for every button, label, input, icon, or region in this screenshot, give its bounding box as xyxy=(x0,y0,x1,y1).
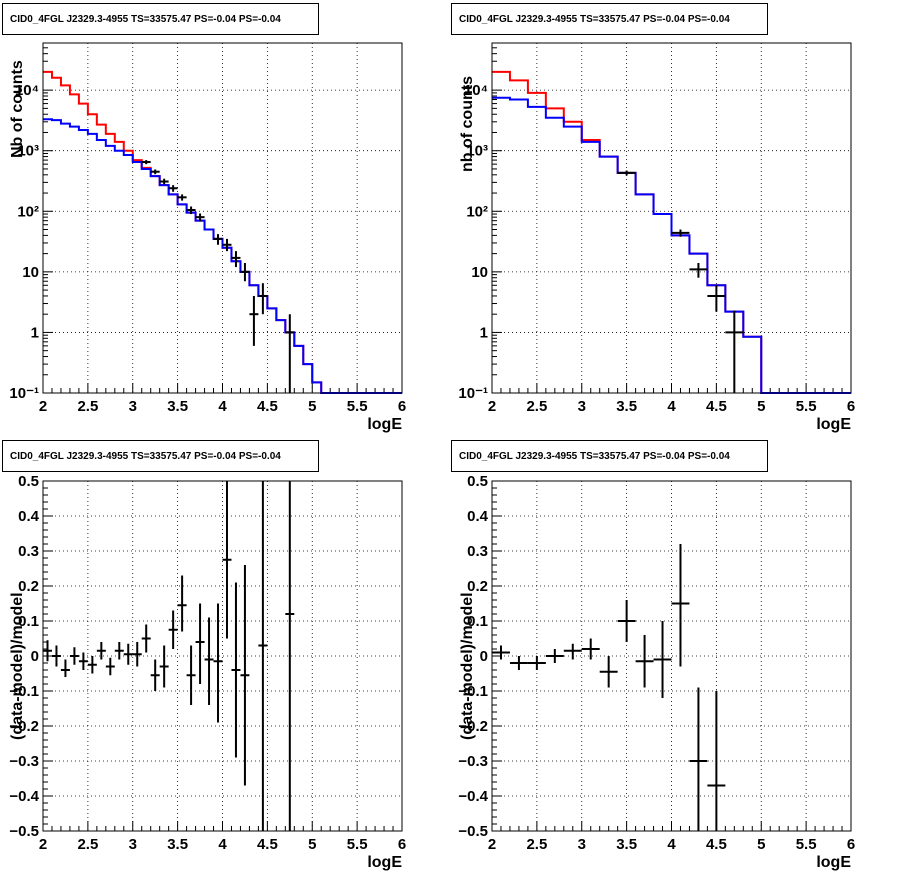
x-tick-label: 2.5 xyxy=(77,398,98,415)
x-tick-label: 6 xyxy=(398,398,406,415)
y-tick-label: 1 xyxy=(480,324,488,341)
x-tick-label: 6 xyxy=(847,398,855,415)
x-tick-label: 5 xyxy=(308,836,316,853)
chart-title: CID0_4FGL J2329.3-4955 TS=33575.47 PS=-0… xyxy=(459,451,730,462)
x-tick-label: 6 xyxy=(398,836,406,853)
x-tick-label: 3 xyxy=(578,398,586,415)
x-tick-label: 2.5 xyxy=(77,836,98,853)
x-tick-label: 3 xyxy=(129,836,137,853)
x-axis-label: logE xyxy=(367,416,402,433)
x-axis-label: logE xyxy=(816,854,851,871)
x-tick-label: 2 xyxy=(488,398,496,415)
chart-panel-2: CID0_4FGL J2329.3-4955 TS=33575.47 PS=-0… xyxy=(451,3,855,433)
y-tick-label: −0.4 xyxy=(9,788,39,805)
x-tick-label: 4 xyxy=(218,398,227,415)
y-tick-label: 0.1 xyxy=(467,613,488,630)
title-box xyxy=(2,440,319,472)
x-tick-label: 2 xyxy=(39,398,47,415)
y-tick-label: 0.2 xyxy=(467,578,488,595)
y-axis-label: nb of counts xyxy=(459,76,476,172)
x-tick-label: 5 xyxy=(757,836,765,853)
x-tick-label: 4.5 xyxy=(706,836,727,853)
series-line-blue xyxy=(43,118,402,394)
y-axis-label: Nb of counts xyxy=(9,60,26,158)
y-tick-label: −0.1 xyxy=(458,683,488,700)
x-tick-label: 4 xyxy=(667,398,676,415)
y-tick-label: 10 xyxy=(22,264,39,281)
chart-title: CID0_4FGL J2329.3-4955 TS=33575.47 PS=-0… xyxy=(10,451,281,462)
x-tick-label: 4.5 xyxy=(257,398,278,415)
x-tick-label: 5.5 xyxy=(796,398,817,415)
series-line-red xyxy=(43,70,402,394)
y-tick-label: 0.5 xyxy=(467,473,488,490)
x-tick-label: 3.5 xyxy=(167,836,188,853)
x-tick-label: 2 xyxy=(39,836,47,853)
plot-frame xyxy=(491,42,852,394)
series-line-blue xyxy=(492,96,851,394)
title-box xyxy=(2,3,319,35)
plot-frame xyxy=(491,480,852,832)
y-tick-label: 0.5 xyxy=(18,473,39,490)
chart-panel-1: CID0_4FGL J2329.3-4955 TS=33575.47 PS=-0… xyxy=(2,3,406,433)
y-tick-label: −0.2 xyxy=(9,718,39,735)
x-axis-label: logE xyxy=(816,416,851,433)
y-tick-label: 10³ xyxy=(466,143,488,160)
x-tick-label: 3.5 xyxy=(167,398,188,415)
chart-panel-4: CID0_4FGL J2329.3-4955 TS=33575.47 PS=-0… xyxy=(451,440,855,871)
title-box xyxy=(451,3,768,35)
x-tick-label: 4.5 xyxy=(706,398,727,415)
plot-frame xyxy=(42,42,403,394)
x-tick-label: 6 xyxy=(847,836,855,853)
title-box xyxy=(451,440,768,472)
chart-title: CID0_4FGL J2329.3-4955 TS=33575.47 PS=-0… xyxy=(459,14,730,25)
x-tick-label: 5 xyxy=(757,398,765,415)
y-tick-label: 10² xyxy=(466,203,488,220)
x-tick-label: 4 xyxy=(667,836,676,853)
y-tick-label: 0.4 xyxy=(18,508,40,525)
x-tick-label: 4 xyxy=(218,836,227,853)
y-tick-label: −0.5 xyxy=(458,823,488,840)
chart-panel-3: CID0_4FGL J2329.3-4955 TS=33575.47 PS=-0… xyxy=(2,440,406,871)
y-tick-label: 0.2 xyxy=(18,578,39,595)
x-tick-label: 5.5 xyxy=(796,836,817,853)
y-tick-label: 10⁻¹ xyxy=(458,385,488,402)
x-tick-label: 5 xyxy=(308,398,316,415)
y-tick-label: −0.3 xyxy=(458,753,488,770)
x-tick-label: 3 xyxy=(578,836,586,853)
y-tick-label: 10 xyxy=(471,264,488,281)
y-tick-label: −0.4 xyxy=(458,788,488,805)
y-axis-label: (data-model)/model xyxy=(9,592,26,740)
y-tick-label: 10³ xyxy=(17,143,39,160)
x-tick-label: 3.5 xyxy=(616,398,637,415)
x-axis-label: logE xyxy=(367,854,402,871)
y-tick-label: 0.3 xyxy=(18,543,39,560)
y-tick-label: 0 xyxy=(31,648,39,665)
x-tick-label: 5.5 xyxy=(347,836,368,853)
x-tick-label: 3 xyxy=(129,398,137,415)
x-tick-label: 2.5 xyxy=(526,398,547,415)
y-tick-label: 0.4 xyxy=(467,508,489,525)
y-tick-label: 10⁴ xyxy=(464,82,488,99)
y-tick-label: −0.2 xyxy=(458,718,488,735)
y-tick-label: 0.1 xyxy=(18,613,39,630)
y-tick-label: 10² xyxy=(17,203,39,220)
y-tick-label: −0.1 xyxy=(9,683,39,700)
y-tick-label: −0.3 xyxy=(9,753,39,770)
x-tick-label: 3.5 xyxy=(616,836,637,853)
y-axis-label: (data-model)/model xyxy=(459,592,476,740)
y-tick-label: 0.3 xyxy=(467,543,488,560)
y-tick-label: 10⁴ xyxy=(15,82,39,99)
chart-title: CID0_4FGL J2329.3-4955 TS=33575.47 PS=-0… xyxy=(10,14,281,25)
x-tick-label: 2.5 xyxy=(526,836,547,853)
y-tick-label: −0.5 xyxy=(9,823,39,840)
x-tick-label: 4.5 xyxy=(257,836,278,853)
x-tick-label: 2 xyxy=(488,836,496,853)
plot-frame xyxy=(42,480,403,832)
y-tick-label: 0 xyxy=(480,648,488,665)
y-tick-label: 1 xyxy=(31,324,39,341)
x-tick-label: 5.5 xyxy=(347,398,368,415)
y-tick-label: 10⁻¹ xyxy=(9,385,39,402)
